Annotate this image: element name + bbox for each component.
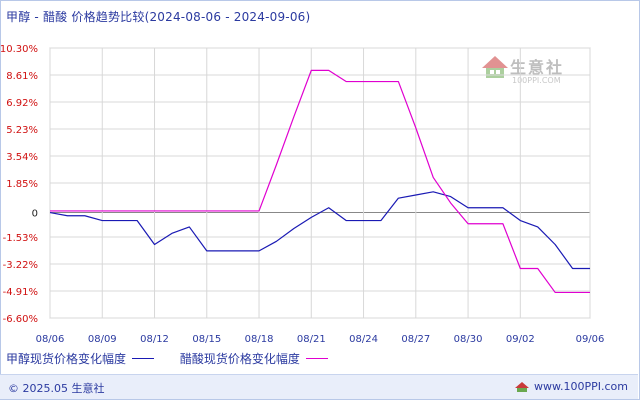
x-tick-label: 08/06 xyxy=(36,334,65,345)
legend-label-methanol: 甲醇现货价格变化幅度 xyxy=(6,352,127,366)
y-tick-label: 1.85% xyxy=(6,179,38,190)
legend-item-acetic: 醋酸现货价格变化幅度 xyxy=(180,350,328,367)
y-tick-label: -6.60% xyxy=(3,314,38,325)
x-tick-label: 08/21 xyxy=(297,334,326,345)
watermark-house-icon xyxy=(482,56,508,78)
footer-url[interactable]: www.100PPI.com xyxy=(534,380,628,393)
y-tick-label: -1.53% xyxy=(3,233,38,244)
y-tick-label: 10.30% xyxy=(0,44,38,55)
x-tick-label: 08/12 xyxy=(140,334,169,345)
x-axis-tick-labels: 08/06 08/09 08/12 08/15 08/18 08/21 08/24 08/27… xyxy=(36,334,605,345)
y-tick-label: 6.92% xyxy=(6,98,38,109)
x-tick-label: 08/24 xyxy=(349,334,378,345)
footer-site: www.100PPI.com xyxy=(514,380,628,393)
footer-copyright: © 2025.05 生意社 xyxy=(8,382,105,395)
chart-title: 甲醇 - 醋酸 价格趋势比较(2024-08-06 - 2024-09-06) xyxy=(6,10,311,24)
series-layer xyxy=(49,69,590,294)
x-tick-label: 08/27 xyxy=(401,334,430,345)
legend-item-methanol: 甲醇现货价格变化幅度 xyxy=(6,350,155,367)
legend-swatch-acetic xyxy=(305,358,328,359)
legend-swatch-methanol xyxy=(132,358,155,359)
y-tick-label: 5.23% xyxy=(6,125,38,136)
series-line-methanol xyxy=(49,191,590,270)
x-tick-label: 08/09 xyxy=(88,334,117,345)
x-tick-label: 08/18 xyxy=(245,334,274,345)
footer: © 2025.05 生意社 www.100PPI.com xyxy=(0,374,638,399)
watermark-name: 生意社 xyxy=(510,58,565,77)
series-line-acetic xyxy=(50,69,590,294)
y-axis-tick-labels: 10.30% 8.61% 6.92% 5.23% 3.54% 1.85% 0 -1.53% -3… xyxy=(0,44,38,325)
x-tick-label: 08/30 xyxy=(454,334,483,345)
x-tick-label: 09/06 xyxy=(576,334,605,345)
y-tick-label: 3.54% xyxy=(6,152,38,163)
site-logo-icon xyxy=(515,381,530,392)
y-tick-label: -4.91% xyxy=(3,287,38,298)
y-tick-label: 0 xyxy=(32,209,38,220)
x-tick-label: 09/02 xyxy=(506,334,535,345)
y-tick-label: 8.61% xyxy=(6,71,38,82)
watermark: 生意社 100PPI.COM xyxy=(480,54,580,98)
legend: 甲醇现货价格变化幅度 醋酸现货价格变化幅度 xyxy=(6,350,350,367)
y-tick-label: -3.22% xyxy=(3,260,38,271)
watermark-url: 100PPI.COM xyxy=(512,76,561,85)
legend-label-acetic: 醋酸现货价格变化幅度 xyxy=(179,352,300,366)
grid-layer xyxy=(49,47,591,319)
x-tick-label: 08/15 xyxy=(192,334,221,345)
